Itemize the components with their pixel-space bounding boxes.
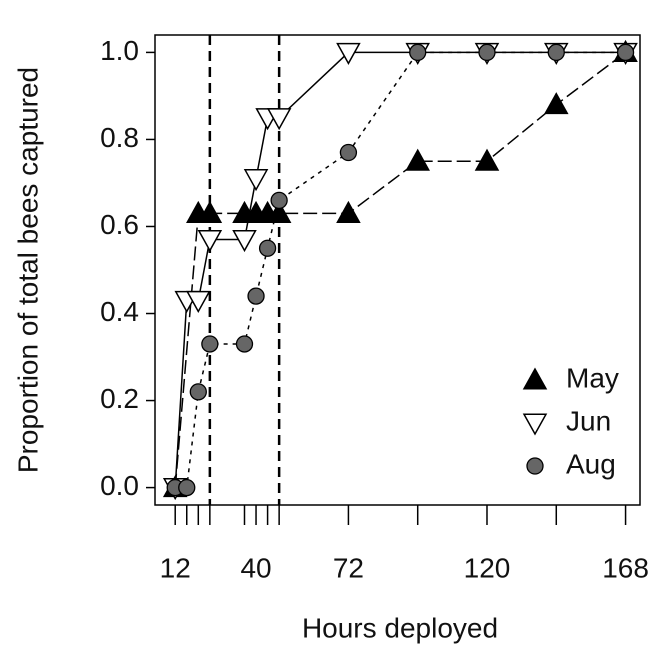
data-point [474, 148, 500, 171]
data-point [616, 43, 635, 62]
y-tick-label: 0.2 [100, 383, 139, 414]
data-point [186, 290, 211, 314]
data-point [258, 239, 277, 257]
series-line [174, 51, 627, 488]
data-point [189, 383, 207, 401]
legend-label: May [566, 362, 619, 393]
data-point [266, 200, 292, 223]
data-point [547, 43, 565, 62]
data-point [201, 335, 219, 353]
y-axis-label: Proportion of total bees captured [12, 67, 43, 473]
data-point [232, 229, 257, 253]
data-point [478, 43, 496, 62]
legend-marker [526, 457, 544, 475]
x-axis-label: Hours deployed [302, 612, 498, 643]
legend-marker [522, 413, 548, 436]
y-tick-label: 0.0 [100, 470, 139, 501]
x-tick-label: 168 [602, 552, 649, 583]
y-tick-label: 0.8 [100, 122, 139, 153]
data-point [197, 229, 223, 253]
x-tick-label: 72 [333, 552, 364, 583]
data-point [339, 143, 358, 162]
data-point [235, 335, 254, 353]
data-point [270, 191, 288, 210]
legend-label: Jun [566, 405, 611, 436]
y-tick-label: 1.0 [100, 35, 139, 66]
legend-label: Aug [566, 448, 616, 479]
data-point [409, 43, 427, 62]
legend-marker [522, 367, 548, 390]
data-point [336, 42, 361, 65]
x-tick-label: 40 [240, 552, 271, 583]
series-line [174, 51, 626, 488]
data-point [243, 169, 269, 192]
plot-frame [154, 34, 641, 506]
data-point [405, 148, 430, 171]
data-point [336, 200, 361, 223]
data-point [247, 287, 265, 305]
y-tick-label: 0.6 [100, 209, 139, 240]
data-point [197, 200, 223, 223]
x-tick-label: 120 [464, 552, 511, 583]
data-point [544, 92, 569, 115]
y-tick-label: 0.4 [100, 296, 139, 327]
data-point [266, 108, 292, 131]
series-line [175, 51, 626, 489]
x-tick-label: 12 [160, 552, 191, 583]
data-point [178, 478, 196, 497]
